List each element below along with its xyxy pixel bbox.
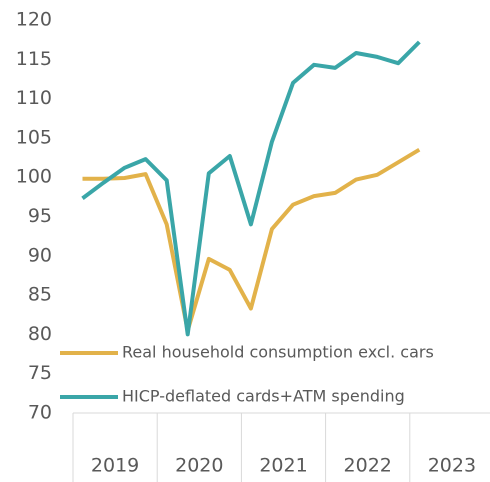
y-tick-label: 70 [28,402,52,424]
legend-label: Real household consumption excl. cars [122,343,434,362]
y-tick-label: 90 [28,244,52,266]
y-tick-label: 115 [16,48,52,70]
series-line [82,147,421,333]
y-tick-label: 120 [16,9,52,31]
y-tick-label: 85 [28,284,52,306]
x-group-label: 2021 [259,455,307,477]
x-group-label: 2020 [175,455,223,477]
legend-label: HICP-deflated cards+ATM spending [122,387,405,406]
y-tick-label: 105 [16,126,52,148]
y-tick-label: 75 [28,362,52,384]
x-group-label: 2023 [428,455,476,477]
x-group-label: 2019 [91,455,139,477]
y-tick-label: 95 [28,205,52,227]
series-line [81,40,421,337]
x-group-label: 2022 [344,455,392,477]
y-tick-label: 110 [16,87,52,109]
y-tick-label: 100 [16,166,52,188]
y-tick-label: 80 [28,323,52,345]
